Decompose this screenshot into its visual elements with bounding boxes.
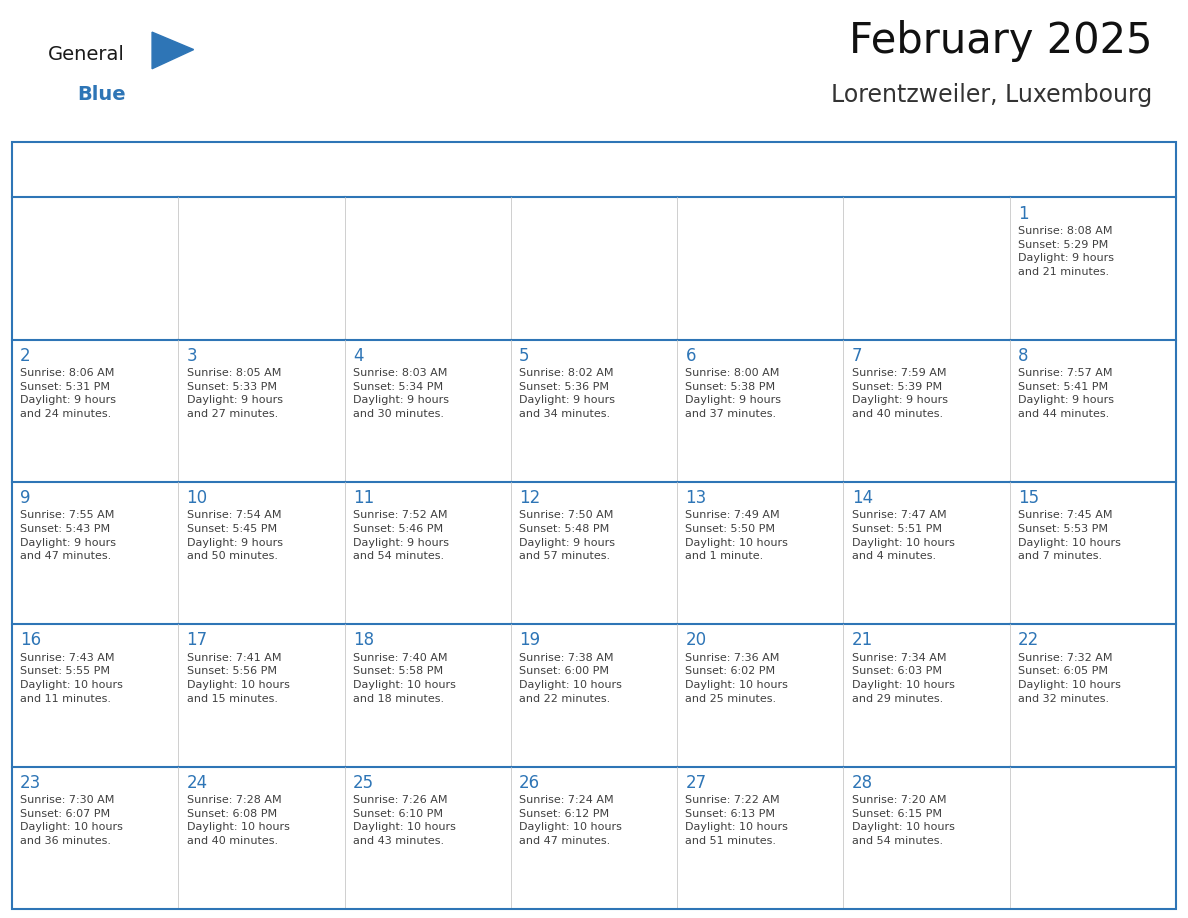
Text: Sunrise: 7:52 AM
Sunset: 5:46 PM
Daylight: 9 hours
and 54 minutes.: Sunrise: 7:52 AM Sunset: 5:46 PM Dayligh…	[353, 510, 449, 561]
Text: 13: 13	[685, 489, 707, 507]
Text: 19: 19	[519, 632, 541, 649]
Text: Lorentzweiler, Luxembourg: Lorentzweiler, Luxembourg	[832, 84, 1152, 107]
Text: Sunrise: 7:20 AM
Sunset: 6:15 PM
Daylight: 10 hours
and 54 minutes.: Sunrise: 7:20 AM Sunset: 6:15 PM Dayligh…	[852, 795, 955, 845]
Text: Sunrise: 7:24 AM
Sunset: 6:12 PM
Daylight: 10 hours
and 47 minutes.: Sunrise: 7:24 AM Sunset: 6:12 PM Dayligh…	[519, 795, 623, 845]
Text: 7: 7	[852, 347, 862, 364]
Text: Friday: Friday	[853, 162, 899, 177]
Text: 12: 12	[519, 489, 541, 507]
Text: Sunrise: 7:49 AM
Sunset: 5:50 PM
Daylight: 10 hours
and 1 minute.: Sunrise: 7:49 AM Sunset: 5:50 PM Dayligh…	[685, 510, 789, 561]
Text: Sunrise: 8:05 AM
Sunset: 5:33 PM
Daylight: 9 hours
and 27 minutes.: Sunrise: 8:05 AM Sunset: 5:33 PM Dayligh…	[187, 368, 283, 419]
Text: Saturday: Saturday	[1019, 162, 1088, 177]
Text: 2: 2	[20, 347, 31, 364]
Text: Sunrise: 7:38 AM
Sunset: 6:00 PM
Daylight: 10 hours
and 22 minutes.: Sunrise: 7:38 AM Sunset: 6:00 PM Dayligh…	[519, 653, 623, 703]
Text: General: General	[48, 45, 125, 64]
Text: Thursday: Thursday	[687, 162, 758, 177]
Text: 15: 15	[1018, 489, 1040, 507]
Text: Sunrise: 7:57 AM
Sunset: 5:41 PM
Daylight: 9 hours
and 44 minutes.: Sunrise: 7:57 AM Sunset: 5:41 PM Dayligh…	[1018, 368, 1114, 419]
Text: 18: 18	[353, 632, 374, 649]
Text: February 2025: February 2025	[849, 19, 1152, 62]
Text: 1: 1	[1018, 205, 1029, 222]
Text: 3: 3	[187, 347, 197, 364]
Text: Sunrise: 7:54 AM
Sunset: 5:45 PM
Daylight: 9 hours
and 50 minutes.: Sunrise: 7:54 AM Sunset: 5:45 PM Dayligh…	[187, 510, 283, 561]
Text: 23: 23	[20, 774, 42, 791]
Text: Tuesday: Tuesday	[354, 162, 417, 177]
Text: 25: 25	[353, 774, 374, 791]
Text: Sunrise: 7:22 AM
Sunset: 6:13 PM
Daylight: 10 hours
and 51 minutes.: Sunrise: 7:22 AM Sunset: 6:13 PM Dayligh…	[685, 795, 789, 845]
Text: Sunrise: 7:59 AM
Sunset: 5:39 PM
Daylight: 9 hours
and 40 minutes.: Sunrise: 7:59 AM Sunset: 5:39 PM Dayligh…	[852, 368, 948, 419]
Text: Sunrise: 7:28 AM
Sunset: 6:08 PM
Daylight: 10 hours
and 40 minutes.: Sunrise: 7:28 AM Sunset: 6:08 PM Dayligh…	[187, 795, 290, 845]
Text: Sunrise: 8:03 AM
Sunset: 5:34 PM
Daylight: 9 hours
and 30 minutes.: Sunrise: 8:03 AM Sunset: 5:34 PM Dayligh…	[353, 368, 449, 419]
Text: Sunrise: 7:41 AM
Sunset: 5:56 PM
Daylight: 10 hours
and 15 minutes.: Sunrise: 7:41 AM Sunset: 5:56 PM Dayligh…	[187, 653, 290, 703]
Text: Sunrise: 8:06 AM
Sunset: 5:31 PM
Daylight: 9 hours
and 24 minutes.: Sunrise: 8:06 AM Sunset: 5:31 PM Dayligh…	[20, 368, 116, 419]
Text: 27: 27	[685, 774, 707, 791]
Text: Wednesday: Wednesday	[520, 162, 609, 177]
Text: 6: 6	[685, 347, 696, 364]
Text: 26: 26	[519, 774, 541, 791]
Text: Sunrise: 7:30 AM
Sunset: 6:07 PM
Daylight: 10 hours
and 36 minutes.: Sunrise: 7:30 AM Sunset: 6:07 PM Dayligh…	[20, 795, 124, 845]
Text: Sunrise: 8:08 AM
Sunset: 5:29 PM
Daylight: 9 hours
and 21 minutes.: Sunrise: 8:08 AM Sunset: 5:29 PM Dayligh…	[1018, 226, 1114, 276]
Text: 22: 22	[1018, 632, 1040, 649]
Text: Sunrise: 7:45 AM
Sunset: 5:53 PM
Daylight: 10 hours
and 7 minutes.: Sunrise: 7:45 AM Sunset: 5:53 PM Dayligh…	[1018, 510, 1121, 561]
Text: 5: 5	[519, 347, 530, 364]
Text: Sunrise: 7:34 AM
Sunset: 6:03 PM
Daylight: 10 hours
and 29 minutes.: Sunrise: 7:34 AM Sunset: 6:03 PM Dayligh…	[852, 653, 955, 703]
Text: 11: 11	[353, 489, 374, 507]
Text: 9: 9	[20, 489, 31, 507]
Text: 17: 17	[187, 632, 208, 649]
Text: Sunday: Sunday	[21, 162, 78, 177]
Text: 16: 16	[20, 632, 42, 649]
Text: 14: 14	[852, 489, 873, 507]
Text: Sunrise: 7:36 AM
Sunset: 6:02 PM
Daylight: 10 hours
and 25 minutes.: Sunrise: 7:36 AM Sunset: 6:02 PM Dayligh…	[685, 653, 789, 703]
Text: Monday: Monday	[188, 162, 248, 177]
Text: Sunrise: 8:00 AM
Sunset: 5:38 PM
Daylight: 9 hours
and 37 minutes.: Sunrise: 8:00 AM Sunset: 5:38 PM Dayligh…	[685, 368, 782, 419]
Text: Sunrise: 7:50 AM
Sunset: 5:48 PM
Daylight: 9 hours
and 57 minutes.: Sunrise: 7:50 AM Sunset: 5:48 PM Dayligh…	[519, 510, 615, 561]
Text: 21: 21	[852, 632, 873, 649]
Text: 20: 20	[685, 632, 707, 649]
Text: Sunrise: 7:43 AM
Sunset: 5:55 PM
Daylight: 10 hours
and 11 minutes.: Sunrise: 7:43 AM Sunset: 5:55 PM Dayligh…	[20, 653, 124, 703]
Text: 10: 10	[187, 489, 208, 507]
Text: Sunrise: 7:40 AM
Sunset: 5:58 PM
Daylight: 10 hours
and 18 minutes.: Sunrise: 7:40 AM Sunset: 5:58 PM Dayligh…	[353, 653, 456, 703]
Text: Sunrise: 7:47 AM
Sunset: 5:51 PM
Daylight: 10 hours
and 4 minutes.: Sunrise: 7:47 AM Sunset: 5:51 PM Dayligh…	[852, 510, 955, 561]
Text: 8: 8	[1018, 347, 1029, 364]
Text: Blue: Blue	[77, 84, 126, 104]
Text: Sunrise: 7:55 AM
Sunset: 5:43 PM
Daylight: 9 hours
and 47 minutes.: Sunrise: 7:55 AM Sunset: 5:43 PM Dayligh…	[20, 510, 116, 561]
Text: Sunrise: 7:26 AM
Sunset: 6:10 PM
Daylight: 10 hours
and 43 minutes.: Sunrise: 7:26 AM Sunset: 6:10 PM Dayligh…	[353, 795, 456, 845]
Text: 28: 28	[852, 774, 873, 791]
Text: 4: 4	[353, 347, 364, 364]
Text: 24: 24	[187, 774, 208, 791]
Text: Sunrise: 8:02 AM
Sunset: 5:36 PM
Daylight: 9 hours
and 34 minutes.: Sunrise: 8:02 AM Sunset: 5:36 PM Dayligh…	[519, 368, 615, 419]
Text: Sunrise: 7:32 AM
Sunset: 6:05 PM
Daylight: 10 hours
and 32 minutes.: Sunrise: 7:32 AM Sunset: 6:05 PM Dayligh…	[1018, 653, 1121, 703]
